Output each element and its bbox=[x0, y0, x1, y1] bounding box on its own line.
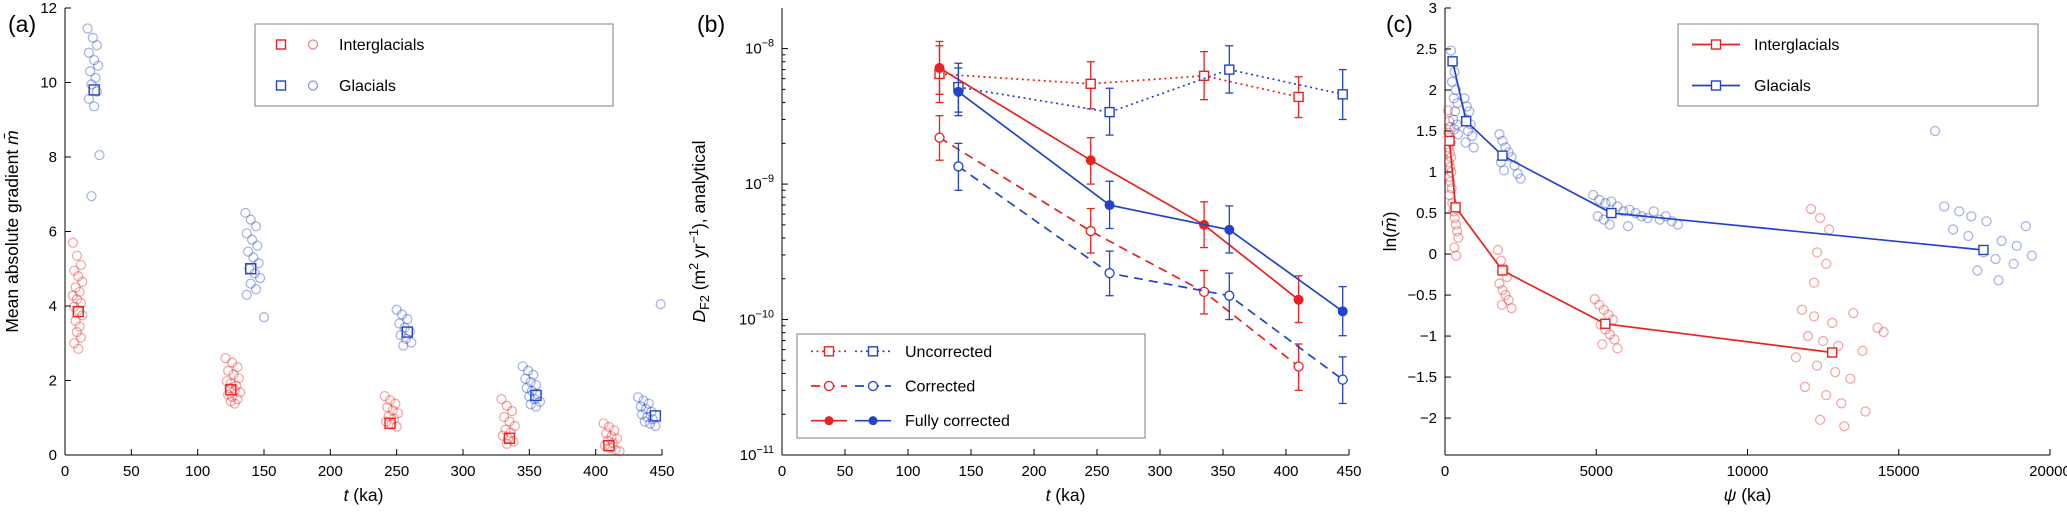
x-axis-label: ψ (ka) bbox=[1724, 485, 1772, 505]
svg-text:3: 3 bbox=[1429, 0, 1437, 17]
tick-marks bbox=[1444, 7, 2051, 455]
svg-text:200: 200 bbox=[1021, 463, 1046, 480]
svg-text:150: 150 bbox=[251, 463, 276, 480]
svg-text:10000: 10000 bbox=[1727, 463, 1769, 480]
legend-label: Glacials bbox=[339, 78, 396, 95]
svg-text:10−8: 10−8 bbox=[745, 38, 774, 58]
svg-text:150: 150 bbox=[958, 463, 983, 480]
svg-text:350: 350 bbox=[517, 463, 542, 480]
svg-text:0: 0 bbox=[49, 447, 57, 464]
svg-text:0: 0 bbox=[61, 463, 69, 480]
svg-text:0: 0 bbox=[1429, 246, 1437, 263]
svg-text:350: 350 bbox=[1210, 463, 1235, 480]
svg-text:450: 450 bbox=[649, 463, 674, 480]
legend-box bbox=[254, 23, 614, 107]
svg-text:50: 50 bbox=[837, 463, 854, 480]
x-axis-label: t (ka) bbox=[1046, 485, 1086, 505]
series-interglacials-trend bbox=[1444, 135, 1838, 358]
series-interglacials-mean bbox=[72, 305, 615, 452]
panel-letter: (b) bbox=[697, 11, 725, 37]
svg-text:2: 2 bbox=[1429, 82, 1437, 99]
legend: Interglacials Glacials bbox=[1677, 23, 2039, 107]
series-fully-corrected-glacials bbox=[953, 67, 1348, 337]
svg-text:12: 12 bbox=[40, 0, 57, 17]
svg-text:250: 250 bbox=[1084, 463, 1109, 480]
panel-a-chart: 0 50 100 150 200 250 300 350 400 450 0 2 4 6 8 10 12 t (k… bbox=[2, 0, 675, 505]
legend: Interglacials Glacials bbox=[254, 23, 614, 107]
tick-marks bbox=[64, 7, 663, 456]
svg-text:100: 100 bbox=[895, 463, 920, 480]
svg-text:15000: 15000 bbox=[1878, 463, 1920, 480]
svg-text:−2: −2 bbox=[1420, 410, 1437, 427]
series-glacials-trend bbox=[1447, 56, 1989, 256]
svg-text:10−10: 10−10 bbox=[739, 309, 774, 329]
legend-label: Corrected bbox=[905, 379, 975, 396]
svg-text:300: 300 bbox=[450, 463, 475, 480]
y-axis-label: Mean absolute gradient m̄ bbox=[2, 130, 22, 332]
svg-text:10−9: 10−9 bbox=[745, 173, 774, 193]
svg-text:4: 4 bbox=[49, 298, 57, 315]
panel-letter: (a) bbox=[8, 11, 36, 37]
svg-text:50: 50 bbox=[123, 463, 140, 480]
svg-text:1.5: 1.5 bbox=[1416, 123, 1437, 140]
svg-text:100: 100 bbox=[185, 463, 210, 480]
svg-text:−0.5: −0.5 bbox=[1407, 287, 1437, 304]
panel-letter: (c) bbox=[1386, 11, 1413, 37]
series-uncorrected-glacials bbox=[953, 45, 1348, 136]
legend-label: Interglacials bbox=[1754, 37, 1839, 54]
legend-label: Fully corrected bbox=[905, 413, 1010, 430]
svg-text:450: 450 bbox=[1336, 463, 1361, 480]
tick-marks bbox=[781, 48, 1350, 456]
series-glacials-mean bbox=[88, 84, 662, 422]
axes bbox=[781, 8, 1349, 456]
series-uncorrected-interglacials bbox=[934, 45, 1304, 119]
svg-text:1: 1 bbox=[1429, 164, 1437, 181]
legend-box bbox=[1677, 23, 2039, 107]
series-corrected-glacials bbox=[953, 142, 1348, 405]
tick-labels: 0 50 100 150 200 250 300 350 400 450 10−11 10−10 10−… bbox=[739, 38, 1362, 480]
svg-text:−1.5: −1.5 bbox=[1407, 369, 1437, 386]
x-axis-label: t (ka) bbox=[344, 485, 384, 505]
tick-labels: 0 5000 10000 15000 20000 −2 −1.5 −1 −0.5 0 0.5 1 1.5… bbox=[1407, 0, 2067, 480]
svg-text:8: 8 bbox=[49, 149, 57, 166]
legend-label: Uncorrected bbox=[905, 344, 992, 361]
svg-text:300: 300 bbox=[1147, 463, 1172, 480]
svg-text:250: 250 bbox=[384, 463, 409, 480]
panel-b-chart: 0 50 100 150 200 250 300 350 400 450 10−11 10−10 10−… bbox=[689, 8, 1362, 505]
svg-text:6: 6 bbox=[49, 224, 57, 241]
svg-text:400: 400 bbox=[1273, 463, 1298, 480]
panel-c-chart: 0 5000 10000 15000 20000 −2 −1.5 −1 −0.5 0 0.5 1 1.5… bbox=[1380, 0, 2067, 505]
svg-text:0.5: 0.5 bbox=[1416, 205, 1437, 222]
svg-text:10−11: 10−11 bbox=[740, 444, 774, 464]
series-fully-corrected-interglacials bbox=[934, 40, 1304, 324]
svg-text:0: 0 bbox=[778, 463, 786, 480]
svg-text:−1: −1 bbox=[1420, 328, 1437, 345]
svg-text:5000: 5000 bbox=[1580, 463, 1613, 480]
y-axis-label: DF2 (m2 yr−1), analytical bbox=[689, 141, 712, 323]
svg-text:400: 400 bbox=[583, 463, 608, 480]
series-corrected-interglacials bbox=[934, 115, 1304, 392]
legend: Uncorrected Corrected Fully corrected bbox=[796, 333, 1146, 439]
svg-text:10: 10 bbox=[40, 75, 57, 92]
legend-label: Glacials bbox=[1754, 78, 1811, 95]
series-interglacials-scatter bbox=[1442, 105, 1889, 432]
tick-labels: 0 50 100 150 200 250 300 350 400 450 0 2 4 6 8 10 12 bbox=[40, 0, 674, 480]
svg-text:0: 0 bbox=[1441, 463, 1449, 480]
legend-label: Interglacials bbox=[339, 37, 424, 54]
svg-text:2: 2 bbox=[49, 373, 57, 390]
series-interglacials-scatter bbox=[67, 237, 625, 457]
y-axis-label: ln(m̄) bbox=[1380, 212, 1400, 252]
svg-text:20000: 20000 bbox=[2029, 463, 2067, 480]
svg-text:2.5: 2.5 bbox=[1416, 41, 1437, 58]
svg-text:200: 200 bbox=[318, 463, 343, 480]
